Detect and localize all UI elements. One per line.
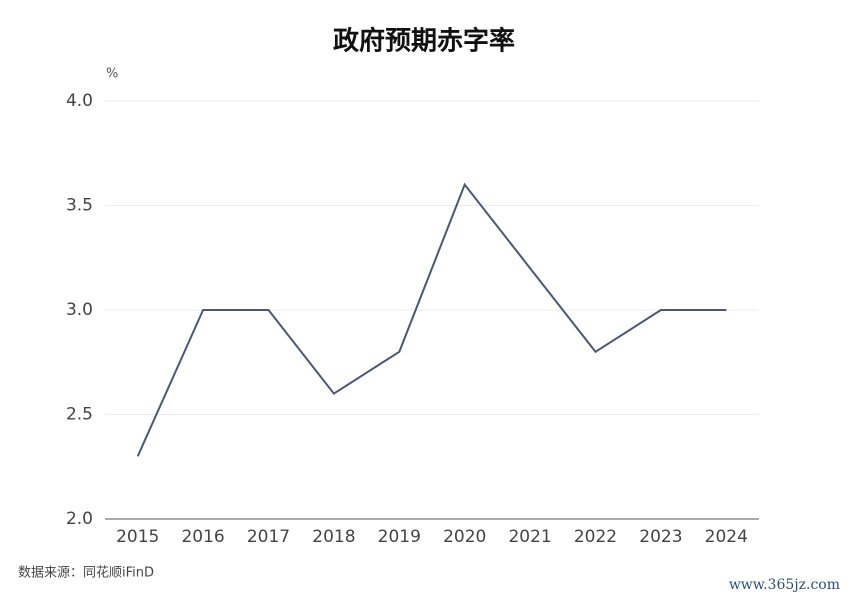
- y-tick-label: 4.0: [66, 91, 93, 111]
- x-tick-label: 2016: [181, 527, 224, 547]
- y-tick-label: 3.5: [66, 196, 93, 216]
- x-tick-label: 2021: [508, 527, 551, 547]
- x-tick-label: 2022: [574, 527, 617, 547]
- x-tick-label: 2023: [639, 527, 682, 547]
- watermark: www.365jz.com: [729, 577, 840, 593]
- x-tick-label: 2024: [705, 527, 748, 547]
- chart-title: 政府预期赤字率: [333, 26, 515, 57]
- y-tick-label: 3.0: [66, 300, 93, 320]
- source-note: 数据来源：同花顺iFinD: [18, 565, 154, 581]
- x-tick-label: 2015: [116, 527, 159, 547]
- x-tick-label: 2020: [443, 527, 486, 547]
- data-line: [136, 182, 727, 457]
- unit-label: %: [106, 67, 118, 82]
- y-tick-label: 2.0: [66, 509, 93, 529]
- x-tick-label: 2019: [378, 527, 421, 547]
- x-tick-label: 2018: [312, 527, 355, 547]
- x-tick-label: 2017: [247, 527, 290, 547]
- y-tick-label: 2.5: [66, 405, 93, 425]
